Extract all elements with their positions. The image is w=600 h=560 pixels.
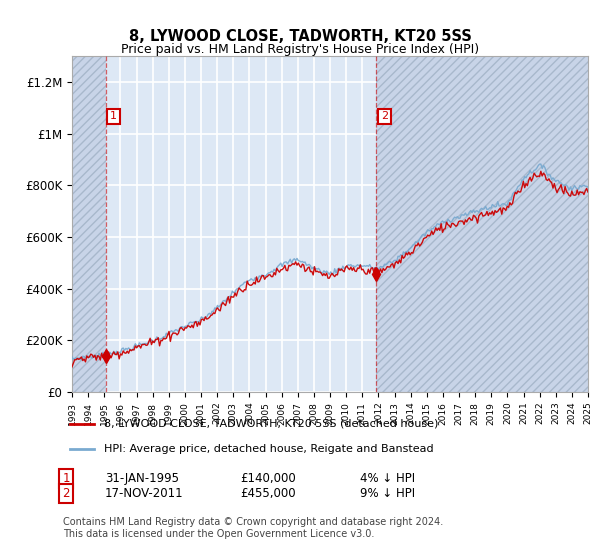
- Text: 31-JAN-1995: 31-JAN-1995: [105, 472, 179, 486]
- Text: 2: 2: [381, 111, 388, 122]
- Text: 8, LYWOOD CLOSE, TADWORTH, KT20 5SS: 8, LYWOOD CLOSE, TADWORTH, KT20 5SS: [128, 29, 472, 44]
- Text: 17-NOV-2011: 17-NOV-2011: [105, 487, 184, 501]
- Bar: [376, 56, 588, 392]
- Text: Contains HM Land Registry data © Crown copyright and database right 2024.
This d: Contains HM Land Registry data © Crown c…: [63, 517, 443, 539]
- Text: 4% ↓ HPI: 4% ↓ HPI: [360, 472, 415, 486]
- Text: £140,000: £140,000: [240, 472, 296, 486]
- Bar: [72, 56, 106, 392]
- Text: 1: 1: [110, 111, 117, 122]
- Text: 9% ↓ HPI: 9% ↓ HPI: [360, 487, 415, 501]
- Text: 2: 2: [62, 487, 70, 501]
- Text: 1: 1: [62, 472, 70, 486]
- Text: HPI: Average price, detached house, Reigate and Banstead: HPI: Average price, detached house, Reig…: [104, 444, 434, 454]
- Text: Price paid vs. HM Land Registry's House Price Index (HPI): Price paid vs. HM Land Registry's House …: [121, 43, 479, 56]
- Text: 8, LYWOOD CLOSE, TADWORTH, KT20 5SS (detached house): 8, LYWOOD CLOSE, TADWORTH, KT20 5SS (det…: [104, 419, 439, 429]
- Text: £455,000: £455,000: [240, 487, 296, 501]
